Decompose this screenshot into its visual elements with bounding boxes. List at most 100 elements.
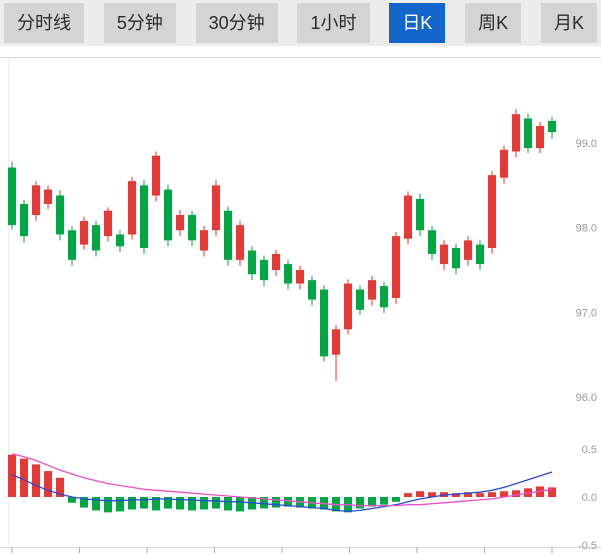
- candle-body: [20, 203, 28, 237]
- candle-body: [68, 230, 76, 260]
- candle-body: [500, 149, 508, 178]
- macd-histogram-bar: [152, 497, 160, 511]
- macd-histogram-bar: [392, 497, 400, 502]
- candle-body: [296, 270, 304, 284]
- macd-histogram-bar: [464, 492, 472, 497]
- macd-histogram-bar: [476, 493, 484, 497]
- candle-body: [164, 189, 172, 241]
- macd-histogram-bar: [236, 497, 244, 512]
- macd-histogram-bar: [356, 497, 364, 509]
- macd-histogram-bar: [548, 487, 556, 497]
- candle-body: [284, 264, 292, 284]
- main-y-tick-label: 97.0: [576, 307, 597, 319]
- candle-body: [212, 185, 220, 231]
- macd-histogram-bar: [200, 497, 208, 510]
- tab-weekly-k[interactable]: 周K: [465, 3, 522, 43]
- candle-body: [476, 244, 484, 265]
- sub-y-tick-label: -0.5: [578, 540, 597, 552]
- sub-y-tick-label: 0.0: [582, 492, 597, 504]
- candle-body: [536, 126, 544, 149]
- candle-body: [524, 118, 532, 149]
- candle-body: [404, 195, 412, 239]
- interval-tabbar: 分时线 5分钟 30分钟 1小时 日K 周K 月K: [0, 0, 601, 46]
- macd-histogram-bar: [56, 477, 64, 497]
- candle-body: [320, 289, 328, 357]
- candle-body: [32, 185, 40, 215]
- candle-body: [332, 329, 340, 355]
- main-y-tick-label: 98.0: [576, 223, 597, 235]
- macd-histogram-bar: [284, 497, 292, 507]
- candle-body: [308, 280, 316, 300]
- macd-histogram-bar: [140, 497, 148, 509]
- macd-dea-line: [11, 453, 553, 507]
- macd-histogram-bar: [128, 497, 136, 510]
- macd-histogram-bar: [512, 490, 520, 497]
- tab-30min[interactable]: 30分钟: [195, 3, 278, 43]
- candle-body: [44, 189, 52, 204]
- macd-histogram-bar: [8, 454, 16, 497]
- tab-minute-line[interactable]: 分时线: [4, 3, 84, 43]
- macd-histogram-bar: [44, 471, 52, 497]
- candle-body: [428, 230, 436, 254]
- candle-body: [188, 214, 196, 241]
- macd-histogram-bar: [68, 497, 76, 503]
- candle-body: [92, 225, 100, 251]
- macd-histogram-bar: [416, 491, 424, 497]
- candle-body: [356, 289, 364, 310]
- macd-histogram-bar: [212, 497, 220, 509]
- candle-body: [8, 167, 16, 226]
- macd-histogram-bar: [188, 497, 196, 511]
- macd-histogram-bar: [32, 464, 40, 497]
- macd-histogram-bar: [404, 493, 412, 497]
- candle-body: [116, 234, 124, 247]
- candle-body: [392, 236, 400, 298]
- candle-body: [152, 155, 160, 196]
- tab-monthly-k[interactable]: 月K: [540, 3, 597, 43]
- candle-body: [224, 210, 232, 260]
- candle-body: [200, 230, 208, 251]
- candle-body: [452, 247, 460, 269]
- candle-body: [380, 286, 388, 308]
- candle-body: [272, 253, 280, 271]
- candle-body: [236, 225, 244, 260]
- candle-body: [368, 280, 376, 300]
- macd-histogram-bar: [176, 497, 184, 510]
- macd-histogram-bar: [164, 497, 172, 509]
- candle-body: [548, 120, 556, 132]
- candle-body: [488, 175, 496, 248]
- tab-daily-k[interactable]: 日K: [389, 3, 446, 43]
- macd-histogram-bar: [116, 497, 124, 512]
- candle-body: [440, 244, 448, 265]
- candle-body: [140, 185, 148, 248]
- main-y-tick-label: 99.0: [576, 138, 597, 150]
- macd-histogram-bar: [104, 497, 112, 513]
- tab-1hour[interactable]: 1小时: [297, 3, 370, 43]
- macd-histogram-bar: [500, 491, 508, 497]
- main-y-tick-label: 96.0: [576, 392, 597, 404]
- macd-histogram-bar: [272, 497, 280, 508]
- candle-body: [260, 259, 268, 281]
- candle-body: [104, 210, 112, 237]
- macd-histogram-bar: [368, 497, 376, 507]
- macd-dif-line: [11, 471, 553, 513]
- tab-5min[interactable]: 5分钟: [103, 3, 176, 43]
- macd-histogram-bar: [80, 497, 88, 508]
- candle-body: [464, 240, 472, 260]
- candle-body: [248, 250, 256, 275]
- candle-body: [344, 283, 352, 330]
- candle-body: [512, 114, 520, 152]
- sub-y-tick-label: 0.5: [582, 444, 597, 456]
- macd-histogram-bar: [260, 497, 268, 509]
- macd-histogram-bar: [224, 497, 232, 511]
- candle-body: [80, 220, 88, 245]
- candle-body: [176, 214, 184, 231]
- macd-histogram-bar: [20, 458, 28, 497]
- macd-histogram-bar: [452, 493, 460, 497]
- candle-body: [416, 198, 424, 231]
- macd-histogram-bar: [428, 492, 436, 497]
- candle-body: [56, 195, 64, 235]
- candle-body: [128, 181, 136, 235]
- macd-histogram-bar: [488, 492, 496, 497]
- macd-histogram-bar: [92, 497, 100, 511]
